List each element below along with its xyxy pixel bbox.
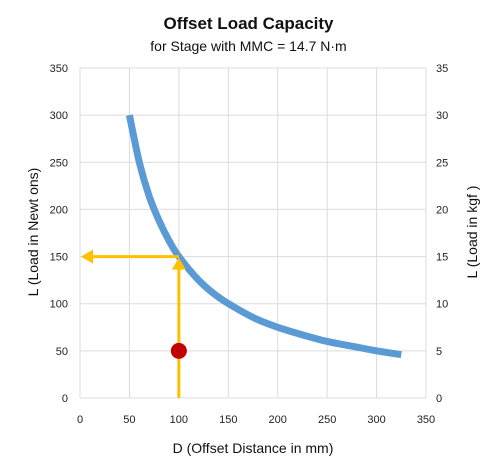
y2-tick-label: 15 xyxy=(436,252,448,264)
y-tick-label: 350 xyxy=(50,63,68,75)
tick-labels: 0 50 100 150 200 250 300 3500501001502002503003… xyxy=(50,63,449,426)
y2-tick-label: 20 xyxy=(436,204,448,216)
x-tick-label: 200 xyxy=(269,414,287,426)
chart-subtitle: for Stage with MMC = 14.7 N·m xyxy=(150,38,347,54)
y-tick-label: 0 xyxy=(62,393,68,405)
y2-tick-label: 25 xyxy=(436,157,448,169)
x-tick-label: 0 xyxy=(77,414,83,426)
load-point-marker xyxy=(170,342,187,359)
x-tick-label: 50 xyxy=(123,414,135,426)
y-tick-label: 150 xyxy=(50,252,68,264)
y-tick-label: 50 xyxy=(56,346,68,358)
y-tick-label: 250 xyxy=(50,157,68,169)
x-axis-label: D (Offset Distance in mm) xyxy=(173,440,334,456)
annotation-layer xyxy=(81,249,187,398)
y-tick-label: 200 xyxy=(50,204,68,216)
y-tick-label: 100 xyxy=(50,299,68,311)
y2-tick-label: 30 xyxy=(436,110,448,122)
x-tick-label: 250 xyxy=(318,414,336,426)
chart-title: Offset Load Capacity xyxy=(163,14,334,33)
x-tick-label: 300 xyxy=(367,414,385,426)
capacity-curve xyxy=(126,114,402,359)
y-axis-label: L (Load in Newt ons) xyxy=(25,168,41,297)
x-tick-label: 100 xyxy=(170,414,188,426)
y-tick-label: 300 xyxy=(50,110,68,122)
y2-tick-label: 5 xyxy=(436,346,442,358)
series-layer xyxy=(126,114,402,359)
y2-axis-label: L (Load in kgf ) xyxy=(464,186,480,279)
y2-tick-label: 35 xyxy=(436,63,448,75)
vertical-arrowhead xyxy=(171,257,186,270)
x-tick-label: 350 xyxy=(417,414,435,426)
horizontal-arrowhead xyxy=(81,249,93,264)
x-tick-label: 150 xyxy=(219,414,237,426)
y2-tick-label: 0 xyxy=(436,393,442,405)
y2-tick-label: 10 xyxy=(436,299,448,311)
